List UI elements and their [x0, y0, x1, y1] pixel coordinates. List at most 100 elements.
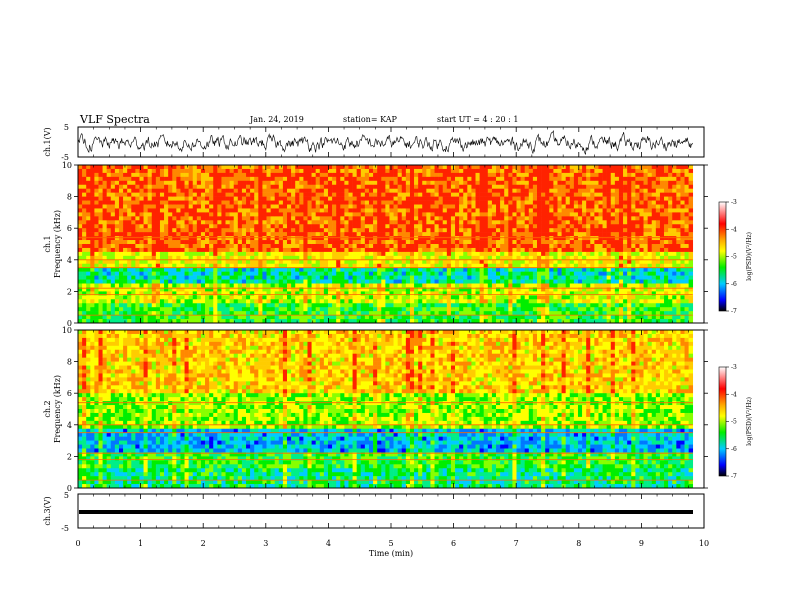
spectrogram-cell	[266, 208, 271, 213]
spectrogram-cell	[414, 303, 419, 308]
spectrogram-cell	[389, 232, 394, 237]
spectrogram-cell	[233, 208, 239, 213]
spectrogram-cell	[258, 267, 263, 272]
spectrogram-cell	[491, 267, 497, 272]
spectrogram-cell	[180, 172, 185, 178]
spectrogram-cell	[262, 275, 267, 280]
spectrogram-cell	[434, 275, 439, 280]
spectrogram-cell	[278, 192, 284, 197]
spectrogram-cell	[532, 319, 538, 324]
spectrogram-cell	[274, 180, 280, 186]
spectrogram-cell	[98, 279, 103, 284]
spectrogram-cell	[307, 228, 312, 233]
spectrogram-cell	[442, 228, 448, 233]
spectrogram-cell	[430, 315, 435, 320]
spectrogram-cell	[114, 165, 120, 170]
spectrogram-cell	[368, 200, 374, 205]
spectrogram-cell	[340, 184, 345, 189]
spectrogram-cell	[254, 216, 259, 221]
spectrogram-cell	[504, 295, 509, 300]
spectrogram-cell	[118, 180, 124, 186]
spectrogram-cell	[118, 319, 124, 324]
spectrogram-cell	[196, 291, 202, 296]
spectrogram-cell	[299, 319, 304, 324]
spectrogram-cell	[549, 315, 554, 320]
spectrogram-cell	[291, 196, 296, 201]
spectrogram-cell	[569, 251, 575, 257]
spectrogram-cell	[282, 251, 288, 257]
spectrogram-cell	[422, 295, 427, 300]
spectrogram-cell	[106, 180, 112, 186]
spectrogram-cell	[459, 303, 464, 308]
spectrogram-cell	[209, 228, 214, 233]
spectrogram-cell	[541, 267, 546, 272]
spectrogram-cell	[520, 216, 526, 221]
spectrogram-cell	[176, 244, 181, 249]
spectrogram-cell	[549, 263, 554, 268]
spectrogram-cell	[483, 192, 489, 197]
spectrogram-cell	[246, 295, 251, 300]
spectrogram-cell	[278, 287, 284, 292]
spectrogram-cell	[569, 192, 575, 197]
spectrogram-cell	[426, 228, 431, 233]
spectrogram-cell	[586, 184, 591, 189]
spectrogram-cell	[159, 236, 165, 241]
spectrogram-cell	[541, 200, 546, 205]
spectrogram-cell	[188, 247, 194, 253]
spectrogram-cell	[233, 216, 239, 221]
spectrogram-cell	[332, 200, 337, 205]
spectrogram-cell	[418, 287, 423, 292]
spectrogram-cell	[282, 172, 288, 178]
spectrogram-cell	[582, 291, 587, 296]
spectrogram-cell	[229, 271, 235, 276]
spectrogram-cell	[561, 263, 566, 268]
spectrogram-cell	[377, 307, 382, 312]
spectrogram-cell	[442, 315, 448, 320]
spectrogram-cell	[520, 204, 526, 209]
spectrogram-cell	[483, 208, 489, 213]
spectrogram-cell	[537, 212, 542, 217]
spectrogram-cell	[569, 168, 575, 174]
spectrogram-cell	[491, 200, 497, 205]
spectrogram-cell	[512, 220, 517, 225]
spectrogram-cell	[524, 204, 530, 209]
spectrogram-cell	[385, 267, 390, 272]
spectrogram-cell	[159, 184, 165, 189]
spectrogram-cell	[90, 216, 95, 221]
spectrogram-cell	[565, 208, 571, 213]
spectrogram-cell	[131, 220, 136, 225]
spectrogram-cell	[516, 196, 521, 201]
spectrogram-cell	[397, 279, 403, 284]
spectrogram-cell	[118, 255, 124, 261]
spectrogram-cell	[262, 220, 267, 225]
spectrogram-cell	[332, 259, 337, 265]
spectrogram-cell	[442, 267, 448, 272]
spectrogram-cell	[414, 247, 419, 253]
spectrogram-cell	[274, 200, 280, 205]
spectrogram-cell	[385, 299, 390, 304]
spectrogram-cell	[278, 303, 284, 308]
spectrogram-cell	[377, 184, 382, 189]
spectrogram-cell	[483, 271, 489, 276]
spectrogram-cell	[455, 204, 460, 209]
spectrogram-cell	[192, 255, 198, 261]
spectrogram-cell	[315, 204, 321, 209]
spectrogram-cell	[241, 255, 247, 261]
spectrogram-cell	[463, 212, 468, 217]
spectrogram-cell	[327, 287, 333, 292]
spectrogram-cell	[549, 287, 554, 292]
spectrogram-cell	[573, 172, 579, 178]
spectrogram-cell	[188, 192, 194, 197]
spectrogram-cell	[303, 196, 308, 201]
spectrogram-cell	[250, 236, 255, 241]
spectrogram-cell	[553, 184, 558, 189]
spectrogram-cell	[483, 224, 489, 229]
spectrogram-cell	[467, 315, 472, 320]
spectrogram-cell	[356, 255, 362, 261]
spectrogram-cell	[377, 255, 382, 261]
spectrogram-cell	[532, 303, 538, 308]
spectrogram-cell	[340, 275, 345, 280]
spectrogram-cell	[565, 287, 571, 292]
spectrogram-cell	[110, 192, 116, 197]
spectrogram-cell	[303, 319, 308, 324]
